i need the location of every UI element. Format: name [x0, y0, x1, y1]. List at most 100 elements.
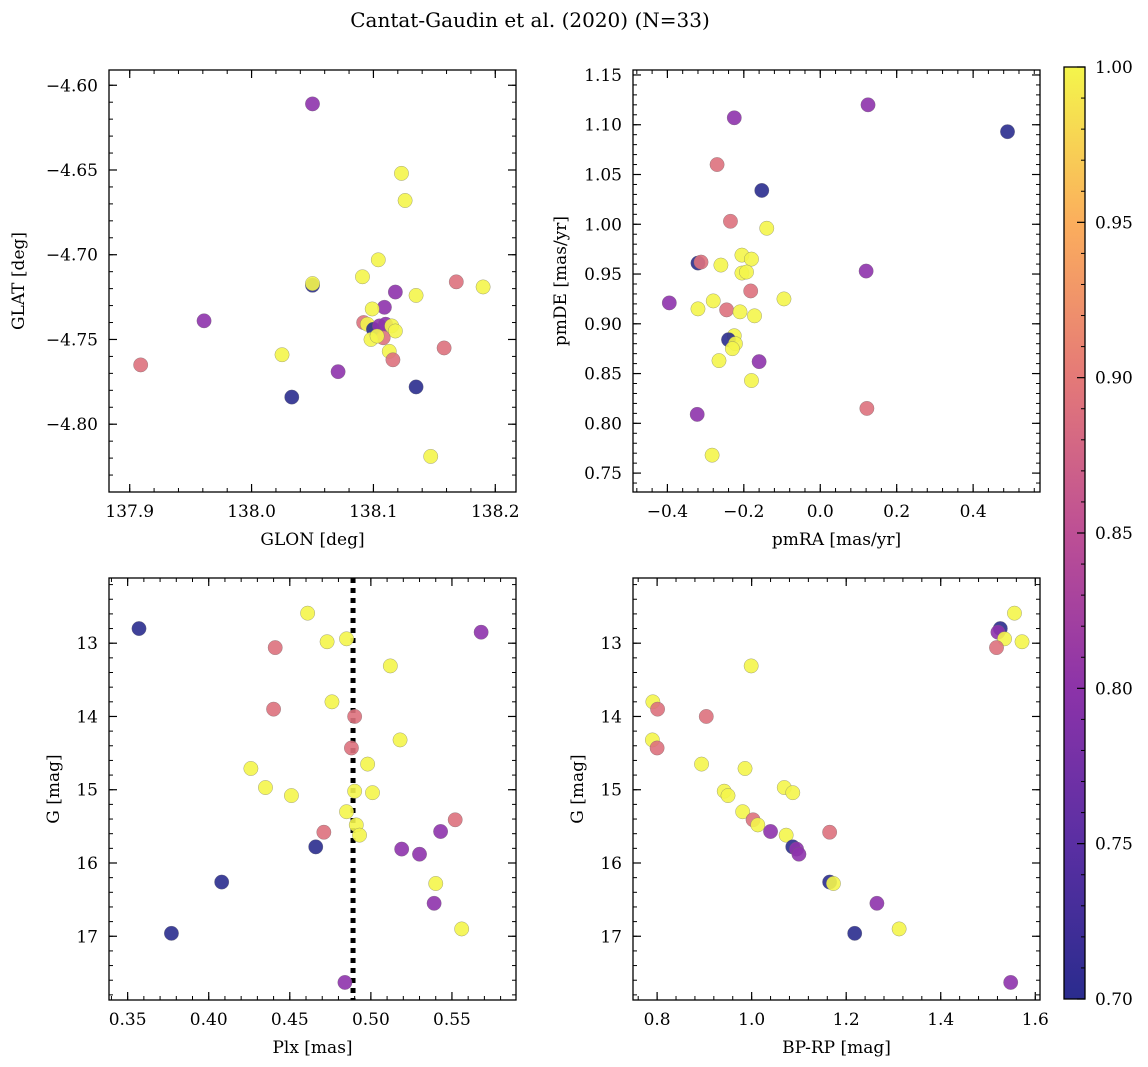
data-point [750, 817, 766, 833]
data-point [743, 283, 759, 299]
x-tick-label: 0.4 [960, 502, 987, 522]
x-axis-label: Plx [mas] [272, 1038, 352, 1058]
data-point [743, 658, 759, 674]
data-point [360, 756, 376, 772]
x-tick-label: 1.2 [833, 1010, 860, 1030]
data-point [355, 269, 370, 285]
data-point [370, 252, 386, 268]
data-point [305, 96, 320, 112]
data-point [739, 264, 754, 280]
data-point [711, 353, 727, 369]
data-point [785, 785, 801, 801]
data-point [719, 302, 735, 318]
data-point [859, 400, 875, 416]
data-point [448, 274, 464, 290]
data-point [305, 276, 320, 291]
x-axis-label: GLON [deg] [260, 530, 364, 550]
data-point [698, 709, 714, 724]
data-point [308, 839, 324, 855]
data-point [763, 824, 779, 839]
data-point [693, 254, 709, 270]
x-tick-label: 0.40 [190, 1010, 228, 1030]
x-tick-label: 0.55 [433, 1010, 471, 1030]
y-tick-label: 13 [600, 634, 622, 654]
data-point [196, 313, 212, 329]
data-point [385, 352, 401, 368]
y-axis-label: pmDE [mas/yr] [551, 216, 571, 346]
data-point [724, 341, 740, 357]
data-point [243, 761, 259, 776]
data-point [791, 846, 807, 862]
data-point [387, 323, 403, 339]
data-point [723, 213, 738, 229]
data-point [283, 788, 299, 804]
y-tick-label: 14 [76, 707, 98, 727]
y-tick-label: −4.60 [46, 76, 98, 96]
data-point [163, 925, 179, 941]
data-point [347, 709, 363, 724]
data-point [339, 631, 355, 647]
data-point [822, 824, 838, 840]
data-point [454, 921, 470, 937]
y-tick-label: −4.70 [46, 246, 98, 266]
figure-title: Cantat-Gaudin et al. (2020) (N=33) [350, 8, 710, 32]
data-point [891, 921, 907, 937]
data-point [825, 876, 841, 891]
data-point [274, 347, 290, 363]
data-point [860, 97, 876, 113]
y-axis-label: GLAT [deg] [9, 232, 29, 330]
y-tick-label: 1.00 [584, 215, 622, 235]
y-tick-label: 13 [76, 634, 98, 654]
x-tick-label: 138.1 [349, 502, 398, 522]
data-point [133, 357, 149, 373]
y-tick-label: 17 [76, 927, 98, 947]
x-tick-label: −0.2 [723, 502, 764, 522]
data-point [324, 694, 340, 710]
data-point [1000, 124, 1015, 140]
y-tick-label: 16 [600, 854, 622, 874]
x-tick-label: 138.2 [471, 502, 520, 522]
data-point [369, 328, 385, 344]
y-tick-label: 0.85 [584, 365, 622, 385]
colorbar-tick-label: 0.95 [1095, 213, 1133, 233]
x-tick-label: −0.4 [647, 502, 688, 522]
panels: 137.9 138.0 138.1 138.2 −4.60 −4.65 −4.70 −4.75… [9, 66, 1049, 1058]
x-tick-label: 0.35 [109, 1010, 147, 1030]
data-point [258, 780, 273, 795]
data-point [347, 783, 363, 799]
data-point [365, 785, 380, 801]
x-tick-label: 138.0 [227, 502, 276, 522]
data-point [726, 110, 742, 126]
data-point [661, 295, 677, 311]
data-point [300, 605, 316, 621]
data-point [284, 389, 300, 405]
data-point [394, 841, 410, 857]
data-point [705, 293, 721, 309]
y-tick-label: 15 [600, 781, 622, 801]
data-point [744, 373, 759, 388]
data-point [428, 876, 444, 891]
panel-4: 0.8 1.0 1.2 1.4 1.6 13 14 15 16 17 BP-RP [mag] G [m… [568, 577, 1049, 1058]
y-tick-label: 1.05 [584, 166, 622, 186]
data-point [650, 701, 666, 717]
colorbar-tick-label: 0.75 [1095, 835, 1133, 855]
y-tick-label: 16 [76, 854, 98, 874]
data-point [869, 895, 885, 911]
colorbar-gradient [1064, 67, 1085, 999]
y-tick-label: 1.10 [584, 116, 622, 136]
y-axis-label: G [mag] [568, 754, 588, 823]
y-tick-label: −4.75 [46, 330, 98, 350]
panel-2: −0.4 −0.2 0.0 0.2 0.4 0.75 0.80 0.85 0.90 0.95 1.0… [551, 66, 1041, 550]
colorbar: 0.70 0.75 0.80 0.85 0.90 0.95 1.00 [1063, 58, 1133, 1010]
y-tick-label: 15 [76, 781, 98, 801]
y-axis-label: G [mag] [44, 754, 64, 823]
data-point [337, 974, 353, 990]
data-point [776, 291, 792, 307]
panel-1: 137.9 138.0 138.1 138.2 −4.60 −4.65 −4.70 −4.75… [9, 69, 520, 550]
x-tick-label: 0.0 [807, 502, 834, 522]
colorbar-tick-label: 0.90 [1095, 369, 1133, 389]
data-point [394, 165, 409, 181]
data-point [735, 804, 751, 820]
data-point [473, 624, 489, 640]
panel-3: 0.35 0.40 0.45 0.50 0.55 13 14 15 16 17 Plx [mas] G… [44, 577, 517, 1058]
